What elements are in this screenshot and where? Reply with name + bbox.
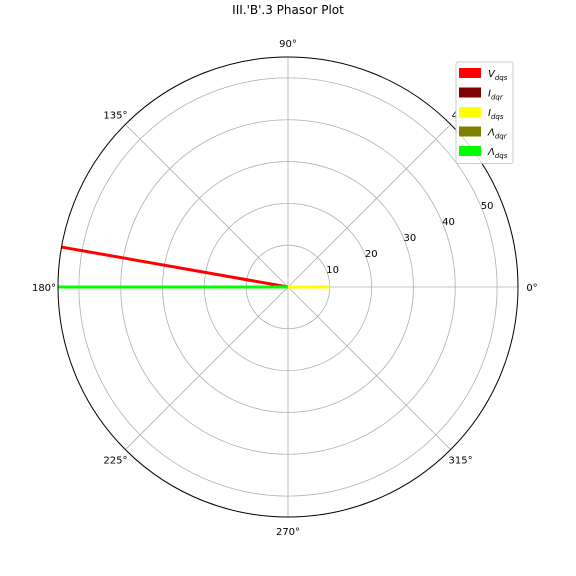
legend-swatch bbox=[459, 146, 481, 156]
legend: Vdqs Idqr Idqs Λdqr Λdqs bbox=[455, 61, 514, 164]
angle-tick-label: 135° bbox=[103, 110, 127, 121]
grid-spoke bbox=[125, 286, 289, 450]
polar-frame bbox=[57, 56, 519, 518]
legend-label: Vdqs bbox=[488, 69, 508, 82]
radial-tick-label: 30 bbox=[404, 233, 417, 244]
legend-label: Λdqs bbox=[487, 147, 508, 160]
phasor-0 bbox=[61, 245, 289, 289]
grid-spoke bbox=[287, 286, 451, 450]
phasor-lines bbox=[58, 245, 330, 289]
angle-tick-label: 0° bbox=[526, 283, 537, 294]
legend-label: Idqs bbox=[488, 108, 504, 121]
legend-box bbox=[455, 61, 514, 164]
legend-label: Idqr bbox=[488, 89, 504, 102]
legend-swatch bbox=[459, 87, 481, 98]
legend-swatch bbox=[459, 68, 481, 78]
legend-label: Λdqr bbox=[487, 128, 508, 141]
legend-swatch bbox=[459, 126, 481, 137]
radial-tick-label: 20 bbox=[365, 249, 378, 260]
angle-tick-label: 90° bbox=[279, 39, 297, 50]
legend-swatch bbox=[459, 107, 481, 117]
radial-tick-label: 10 bbox=[326, 265, 339, 276]
radial-tick-label: 50 bbox=[481, 201, 494, 212]
angle-tick-label: 270° bbox=[276, 527, 300, 538]
angle-tick-label: 225° bbox=[103, 456, 127, 467]
chart-title: III.'B'.3 Phasor Plot bbox=[232, 3, 344, 17]
grid-spoke bbox=[287, 124, 451, 288]
radial-tick-label: 40 bbox=[442, 217, 455, 228]
angle-tick-label: 315° bbox=[448, 456, 472, 467]
grid-spoke bbox=[125, 124, 289, 288]
angle-tick-label: 180° bbox=[32, 283, 56, 294]
